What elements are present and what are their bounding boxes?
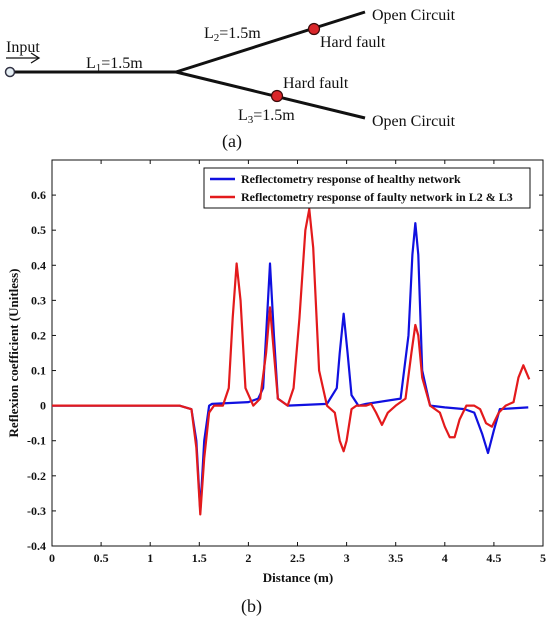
y-tick-label: 0.4 — [31, 258, 46, 272]
line-l2 — [175, 10, 366, 74]
x-tick-label: 4.5 — [486, 551, 501, 565]
input-label: Input — [6, 39, 40, 56]
legend-box — [203, 167, 531, 209]
x-axis: 0 0.5 1 1.5 2 2.5 3 3.5 4 4.5 5 — [49, 160, 546, 565]
hard-fault-marker-l3 — [270, 89, 284, 103]
x-tick-label: 0.5 — [94, 551, 109, 565]
hard-fault-label-l2: Hard fault — [320, 34, 386, 51]
reflectometry-chart: -0.4 -0.3 -0.2 -0.1 0 0.1 0.2 0.3 0.4 0.5 0.6 0 0.5… — [6, 159, 546, 617]
x-tick-label: 4 — [442, 551, 448, 565]
x-tick-label: 1 — [147, 551, 153, 565]
y-tick-label: -0.1 — [27, 434, 46, 448]
x-tick-label: 3 — [344, 551, 350, 565]
x-axis-title: Distance (m) — [263, 570, 333, 585]
open-circuit-label-bottom: Open Circuit — [372, 113, 456, 130]
y-tick-label: 0.5 — [31, 223, 46, 237]
l2-label: L2=1.5m — [204, 25, 261, 44]
x-tick-label: 1.5 — [192, 551, 207, 565]
caption-b: (b) — [241, 596, 262, 617]
y-tick-label: 0.2 — [31, 328, 46, 342]
series-layer — [52, 208, 531, 516]
legend-label-healthy: Reflectometry response of healthy networ… — [241, 172, 461, 186]
y-tick-label: 0 — [40, 399, 46, 413]
y-tick-label: 0.6 — [31, 188, 46, 202]
y-tick-label: -0.2 — [27, 469, 46, 483]
hard-fault-marker-l2 — [307, 22, 321, 36]
y-axis: -0.4 -0.3 -0.2 -0.1 0 0.1 0.2 0.3 0.4 0.5 0.6 — [27, 188, 543, 553]
x-tick-label: 3.5 — [388, 551, 403, 565]
x-tick-label: 2.5 — [290, 551, 305, 565]
series-line-faulty — [52, 208, 531, 516]
y-tick-label: -0.4 — [27, 539, 46, 553]
open-circuit-label-top: Open Circuit — [372, 7, 456, 24]
x-tick-label: 2 — [245, 551, 251, 565]
y-axis-title: Reflexion coefficient (Unitless) — [6, 269, 21, 438]
network-diagram: Input L1=1.5m L2=1.5m L3=1.5m Hard fault… — [4, 7, 456, 152]
input-node — [4, 66, 16, 78]
y-tick-label: -0.3 — [27, 504, 46, 518]
l1-label: L1=1.5m — [86, 55, 143, 74]
hard-fault-label-l3: Hard fault — [283, 75, 349, 92]
line-l3 — [175, 70, 366, 120]
x-tick-label: 0 — [49, 551, 55, 565]
y-tick-label: 0.1 — [31, 364, 46, 378]
caption-a: (a) — [222, 131, 242, 152]
x-tick-label: 5 — [540, 551, 546, 565]
l3-label: L3=1.5m — [238, 107, 295, 126]
input-arrow-head — [30, 52, 41, 64]
y-tick-label: 0.3 — [31, 293, 46, 307]
legend: Reflectometry response of healthy networ… — [203, 167, 531, 209]
legend-label-faulty: Reflectometry response of faulty network… — [241, 190, 513, 204]
